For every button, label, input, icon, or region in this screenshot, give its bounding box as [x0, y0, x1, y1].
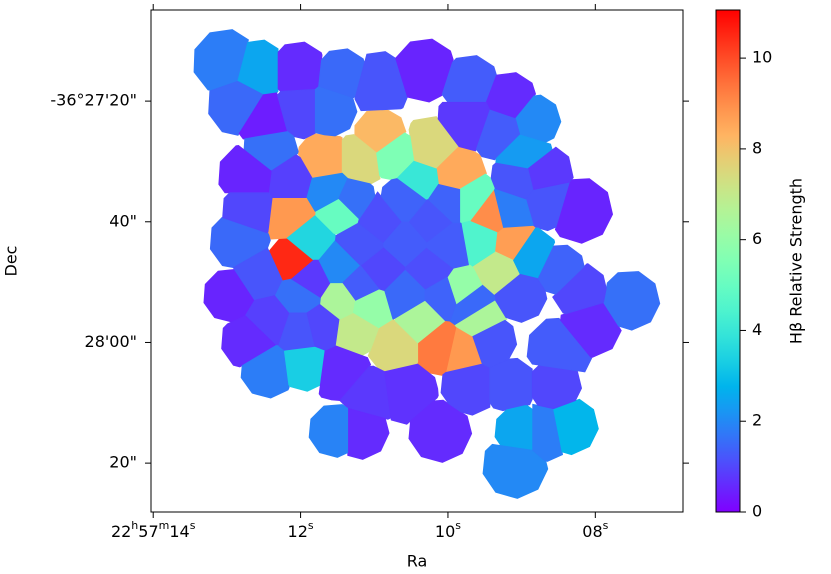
x-tick-label: 22h57m14s — [111, 519, 196, 541]
voronoi-cell — [342, 265, 380, 301]
voronoi-cell — [221, 315, 277, 368]
colorbar-tick-label: 0 — [752, 502, 762, 521]
voronoi-cell — [395, 38, 454, 103]
colorbar-tick-label: 8 — [752, 138, 762, 157]
y-axis-label: Dec — [2, 246, 21, 277]
voronoi-cell — [526, 317, 593, 373]
voronoi-cell — [354, 51, 408, 112]
colorbar — [715, 9, 741, 513]
voronoi-cell — [489, 357, 533, 412]
voronoi-cell — [306, 303, 340, 351]
voronoi-cell — [380, 178, 427, 222]
voronoi-cell — [482, 443, 549, 499]
voronoi-cell — [208, 80, 264, 136]
voronoi-cell — [314, 86, 358, 137]
voronoi-cell — [338, 178, 376, 220]
voronoi-cell — [218, 144, 272, 194]
voronoi-cell — [552, 263, 607, 315]
voronoi-cell — [553, 398, 599, 456]
y-tick-label: 20" — [109, 453, 137, 472]
y-tick-label: 28'00" — [85, 332, 137, 351]
voronoi-cell — [560, 302, 622, 358]
y-tick-label: 40" — [109, 211, 137, 230]
colorbar-label: Hβ Relative Strength — [787, 178, 806, 344]
voronoi-cell — [494, 273, 548, 323]
voronoi-cell — [384, 363, 439, 425]
voronoi-cell — [308, 404, 349, 458]
voronoi-cell — [347, 407, 390, 460]
voronoi-cell — [490, 162, 534, 200]
voronoi-cell — [222, 192, 273, 234]
x-tick-label: 08s — [582, 519, 608, 541]
voronoi-cell — [494, 405, 534, 451]
colorbar-tick-label: 10 — [752, 48, 772, 67]
voronoi-cell — [283, 345, 326, 392]
voronoi-cell — [268, 154, 313, 199]
voronoi-cell — [603, 271, 661, 331]
voronoi-cell — [277, 41, 323, 92]
voronoi-cell — [427, 183, 461, 224]
voronoi-map — [193, 29, 661, 499]
x-axis-label: Ra — [407, 552, 428, 571]
x-tick-label: 12s — [288, 519, 314, 541]
colorbar-tick-label: 4 — [752, 320, 762, 339]
plot-frame — [150, 9, 684, 513]
y-tick-label: -36°27'20" — [50, 91, 137, 110]
x-tick-label: 10s — [435, 519, 461, 541]
voronoi-cell — [440, 363, 491, 416]
colorbar-tick-label: 2 — [752, 411, 762, 430]
voronoi-cell — [472, 319, 518, 368]
colorbar-tick-label: 6 — [752, 229, 762, 248]
voronoi-cell — [424, 276, 457, 322]
voronoi-cell — [426, 222, 469, 269]
